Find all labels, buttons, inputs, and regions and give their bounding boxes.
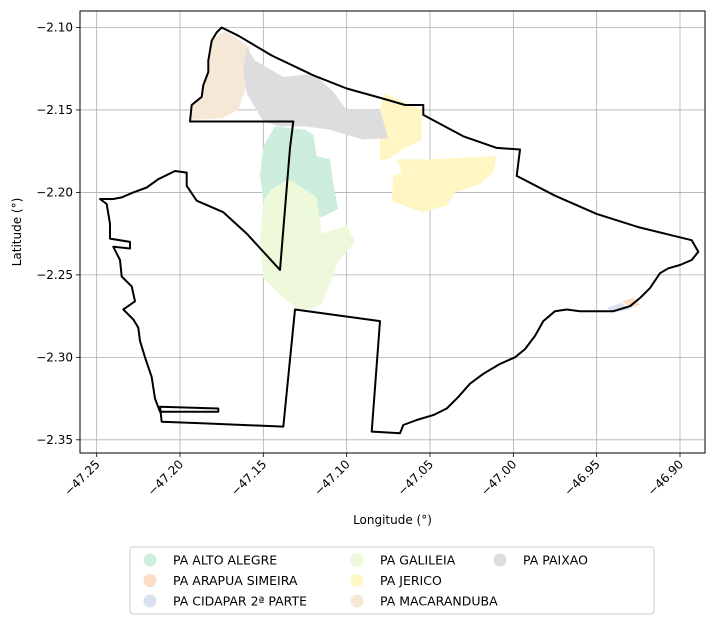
x-tick-label-6: −46.95 [561,457,602,498]
y-tick-label-2: −2.20 [36,185,73,199]
legend-label-5: PA MACARANDUBA [380,594,498,609]
y-axis-ticks: −2.10 −2.15 −2.20 −2.25 −2.30 −2.35 [36,20,80,447]
settlement-regions [191,30,640,313]
region-pa-paixao-7 [243,47,389,140]
legend-swatch-2 [143,594,157,608]
legend-swatch-4 [350,574,364,587]
legend-label-3: PA GALILEIA [380,553,456,568]
region-pa-jerico-5 [391,156,497,213]
legend-box [129,546,655,615]
y-tick-label-1: −2.15 [36,103,73,117]
legend-swatch-0 [143,553,157,567]
x-tick-label-1: −47.20 [145,457,186,498]
x-tick-label-2: −47.15 [228,457,269,498]
legend: PA ALTO ALEGRE PA ARAPUA SIMEIRA PA CIDAPA… [129,546,655,615]
x-tick-label-3: −47.10 [311,457,352,498]
y-axis-label: Latitude (°) [10,198,24,267]
x-tick-label-4: −47.05 [395,457,436,498]
legend-label-1: PA ARAPUA SIMEIRA [173,573,298,588]
region-pa-jerico-4 [380,93,422,160]
legend-swatch-1 [143,574,157,587]
x-axis-ticks: −47.25 −47.20 −47.15 −47.10 −47.05 −47.00 −46.… [61,453,686,499]
legend-swatch-5 [350,594,364,608]
region-pa-macaranduba-6 [191,30,250,120]
x-tick-label-5: −47.00 [478,457,519,498]
legend-label-0: PA ALTO ALEGRE [173,553,277,568]
municipal-boundary [99,26,700,435]
y-tick-label-0: −2.10 [36,20,73,34]
legend-label-4: PA JERICO [380,573,442,588]
x-tick-label-7: −46.90 [645,457,686,498]
legend-label-6: PA PAIXAO [523,553,588,568]
x-axis-label: Longitude (°) [353,513,432,527]
x-tick-label-0: −47.25 [61,457,102,498]
legend-label-2: PA CIDAPAR 2ª PARTE [173,594,307,609]
legend-swatch-6 [493,553,507,567]
legend-swatch-3 [350,553,364,567]
municipal-boundary-layer [99,26,700,435]
plot-frame [79,10,706,454]
y-tick-label-3: −2.25 [36,268,73,282]
region-pa-galileia-3 [260,179,355,312]
y-tick-label-4: −2.30 [36,350,73,364]
grid-lines [80,11,705,453]
y-tick-label-5: −2.35 [36,433,73,447]
